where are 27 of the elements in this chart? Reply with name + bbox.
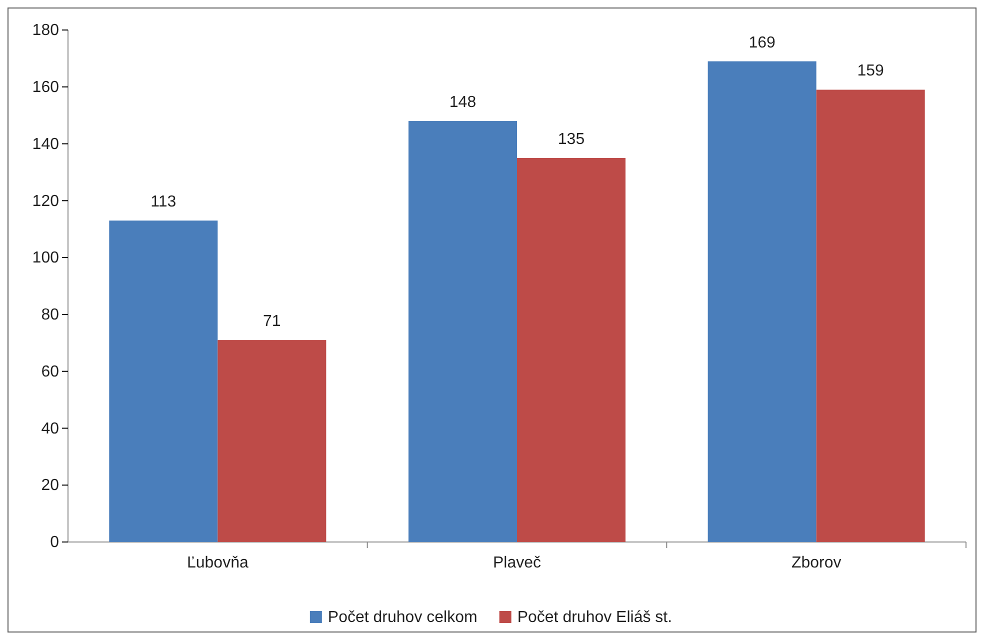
data-label: 159	[857, 62, 884, 80]
bar	[218, 340, 326, 542]
data-label: 148	[449, 94, 476, 112]
y-tick-label: 120	[32, 192, 60, 210]
data-label: 135	[558, 131, 585, 148]
y-tick-label: 20	[41, 477, 60, 494]
bar	[109, 220, 218, 542]
y-tick-label: 60	[41, 363, 60, 380]
x-tick-label: Ľubovňa	[186, 554, 248, 572]
data-label: 71	[263, 313, 281, 330]
y-tick-label: 80	[41, 306, 60, 324]
y-tick-label: 140	[32, 136, 60, 153]
y-tick-label: 40	[41, 420, 60, 438]
data-label: 113	[150, 194, 176, 211]
legend-label: Počet druhov Eliáš st.	[517, 609, 672, 626]
y-tick-label: 160	[32, 79, 60, 96]
y-tick-label: 100	[32, 250, 60, 267]
data-label: 169	[748, 34, 776, 52]
x-tick-label: Plaveč	[492, 554, 542, 572]
bar	[708, 61, 816, 542]
bar	[816, 90, 925, 542]
bar	[408, 121, 517, 542]
y-tick-label: 0	[50, 534, 60, 552]
y-tick-label: 180	[32, 22, 60, 40]
bar	[517, 158, 626, 542]
x-tick-label: Zborov	[791, 554, 842, 572]
legend-label: Počet druhov celkom	[328, 609, 478, 626]
